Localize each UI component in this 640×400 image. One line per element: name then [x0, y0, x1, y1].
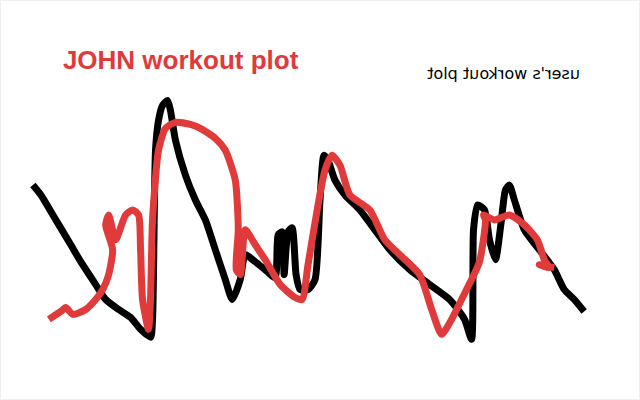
- svg-text:JOHN workout plot: JOHN workout plot: [63, 45, 299, 75]
- html-text:user's workout plot: user's workout plot: [427, 64, 580, 83]
